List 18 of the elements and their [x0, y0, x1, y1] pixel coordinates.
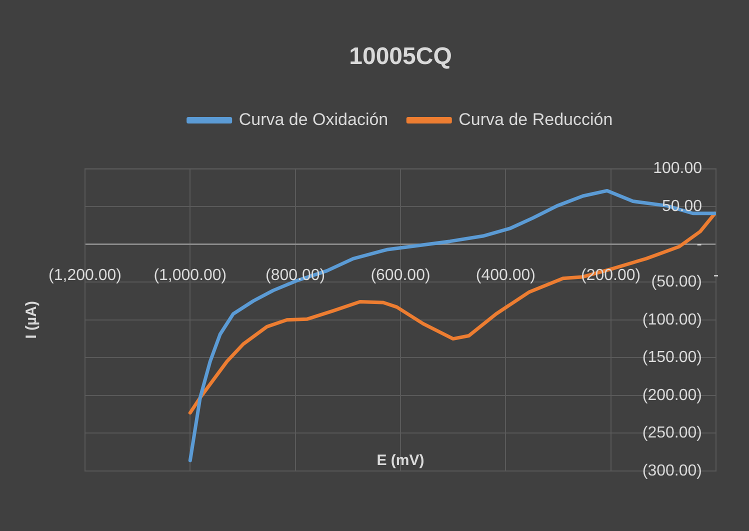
x-tick-label: (600.00) [370, 266, 430, 284]
y-tick-label: (150.00) [642, 349, 702, 366]
x-tick-label: (1,200.00) [48, 266, 122, 284]
x-tick-label: (200.00) [581, 266, 641, 284]
y-tick-label: (200.00) [642, 386, 702, 404]
x-tick-label: (1,000.00) [154, 266, 227, 284]
chart-title: 10005CQ [349, 43, 452, 70]
y-tick-label: (300.00) [642, 462, 702, 480]
legend-label: Curva de Oxidación [238, 110, 388, 129]
x-axis-title: E (mV) [376, 452, 424, 470]
x-tick-label: - [713, 266, 719, 284]
y-axis-title: I (µA) [23, 300, 40, 339]
y-tick-label: (250.00) [642, 424, 702, 442]
x-tick-label: (400.00) [476, 266, 536, 284]
y-tick-label: (50.00) [651, 274, 702, 291]
y-tick-label: 100.00 [653, 160, 702, 178]
legend-label: Curva de Reducción [458, 110, 613, 129]
y-tick-label: (100.00) [642, 311, 702, 328]
